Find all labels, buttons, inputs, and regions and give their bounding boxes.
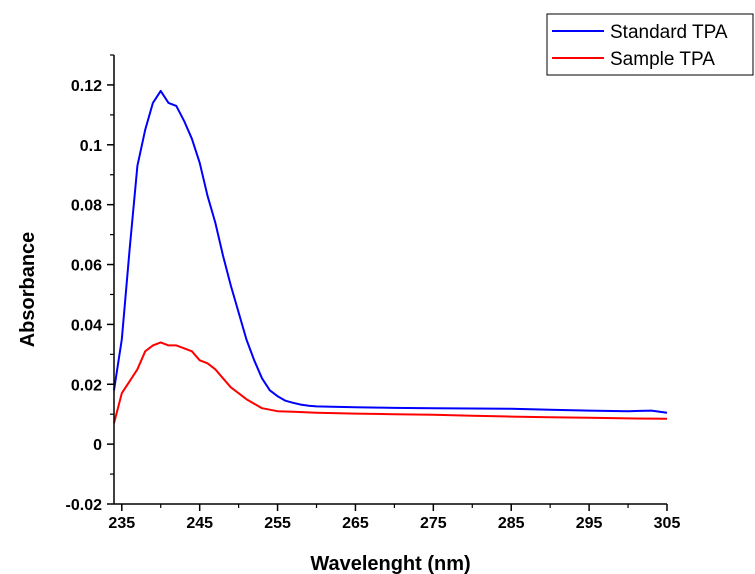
- y-tick-label: 0.02: [71, 377, 102, 394]
- y-tick-label: 0.12: [71, 78, 102, 95]
- x-tick-label: 255: [264, 515, 291, 532]
- y-tick-label: -0.02: [66, 497, 103, 514]
- y-axis-title: Absorbance: [17, 232, 39, 348]
- y-tick-label: 0: [93, 437, 102, 454]
- y-tick-label: 0.06: [71, 258, 102, 275]
- x-axis-title: Wavelenght (nm): [310, 553, 470, 574]
- legend-label-standard-tpa: Standard TPA: [610, 22, 728, 43]
- x-tick-label: 295: [576, 515, 603, 532]
- x-tick-label: 235: [108, 515, 135, 532]
- x-tick-label: 285: [498, 515, 525, 532]
- y-tick-label: 0.1: [80, 138, 102, 155]
- x-tick-label: 265: [342, 515, 369, 532]
- tick-labels: 235 245 255 265 275 285 295 305 -0.02 0 0.02 0.04 0.…: [66, 78, 681, 532]
- plot-area: [113, 89, 668, 424]
- y-tick-label: 0.04: [71, 317, 102, 334]
- x-tick-label: 275: [420, 515, 447, 532]
- legend-frame: [546, 13, 754, 76]
- legend-label-sample-tpa: Sample TPA: [610, 49, 715, 70]
- legend: Standard TPA Sample TPA: [546, 13, 754, 76]
- series-line-sample-tpa: [113, 341, 668, 424]
- series-line-standard-tpa: [113, 89, 668, 414]
- axes: [107, 54, 668, 511]
- x-tick-label: 245: [186, 515, 213, 532]
- x-tick-label: 305: [654, 515, 681, 532]
- y-tick-label: 0.08: [71, 198, 102, 215]
